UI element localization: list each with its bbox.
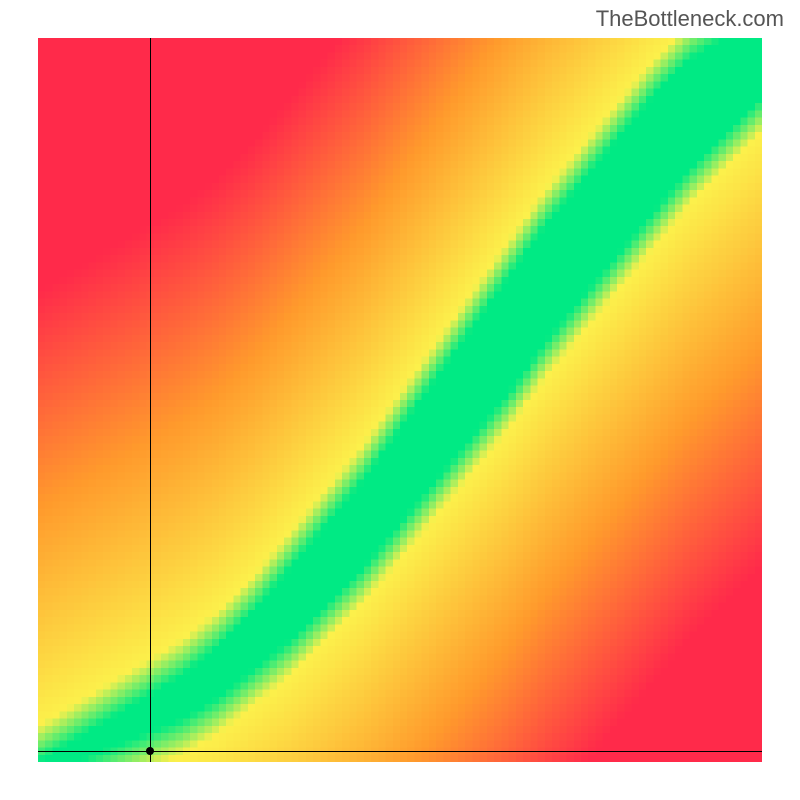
chart-container: TheBottleneck.com bbox=[0, 0, 800, 800]
heatmap-canvas bbox=[38, 38, 762, 762]
heatmap-plot-area bbox=[38, 38, 762, 762]
watermark-text: TheBottleneck.com bbox=[596, 6, 784, 32]
crosshair-vertical-line bbox=[150, 38, 151, 762]
